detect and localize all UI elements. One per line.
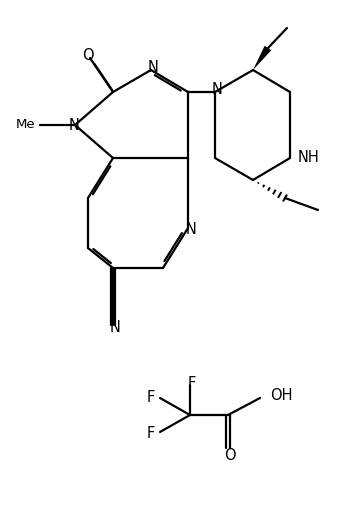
Text: F: F <box>147 426 155 441</box>
Text: F: F <box>188 376 196 391</box>
Text: Me: Me <box>15 119 35 131</box>
Text: N: N <box>186 222 196 236</box>
Text: N: N <box>69 118 80 132</box>
Text: N: N <box>147 61 158 75</box>
Text: N: N <box>109 321 120 335</box>
Text: N: N <box>212 83 222 97</box>
Text: O: O <box>82 49 94 63</box>
Polygon shape <box>253 46 271 70</box>
Text: NH: NH <box>298 151 320 165</box>
Text: OH: OH <box>270 388 293 403</box>
Text: O: O <box>224 449 236 463</box>
Text: F: F <box>147 390 155 404</box>
